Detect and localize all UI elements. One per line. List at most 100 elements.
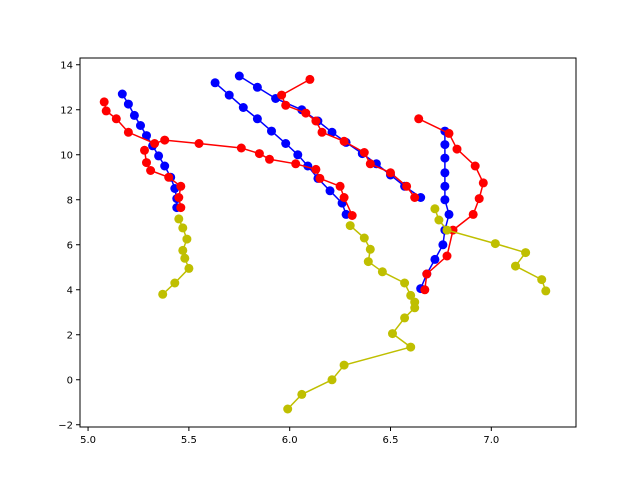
y-tick-label-3: 4 — [67, 285, 73, 296]
series-8-point-2 — [182, 234, 192, 244]
series-10-point-3 — [490, 239, 500, 249]
series-9-point-3 — [363, 257, 373, 267]
series-8-point-0 — [174, 214, 184, 224]
series-10-point-0 — [430, 204, 440, 214]
series-2-point-0 — [234, 71, 244, 81]
series-6-point-4 — [176, 181, 186, 191]
series-4-point-0 — [305, 74, 315, 84]
series-5-point-1 — [101, 106, 111, 116]
x-tick-label-1: 5.5 — [181, 435, 197, 446]
series-9-point-0 — [345, 221, 355, 231]
series-8-point-7 — [158, 289, 168, 299]
series-7-point-9 — [422, 269, 432, 279]
series-3-point-5 — [440, 195, 450, 205]
series-3-point-3 — [440, 168, 450, 178]
series-7-point-5 — [474, 194, 484, 204]
series-7-point-2 — [452, 144, 462, 154]
series-5-point-4 — [150, 139, 160, 148]
y-tick-label-0: −2 — [58, 420, 73, 431]
series-8-point-1 — [178, 223, 188, 233]
series-9-point-2 — [365, 244, 375, 254]
series-7-point-8 — [442, 251, 452, 261]
series-1-point-5 — [281, 139, 291, 148]
series-4-point-8 — [365, 159, 375, 169]
series-0-point-3 — [136, 121, 145, 130]
series-0-point-4 — [142, 131, 151, 141]
series-7-point-10 — [420, 285, 430, 295]
series-5-point-5 — [160, 135, 170, 145]
series-5-point-11 — [311, 164, 321, 174]
series-5-point-6 — [194, 139, 204, 148]
y-tick-label-1: 0 — [67, 375, 73, 386]
series-3-point-1 — [440, 140, 450, 150]
series-0-point-1 — [123, 99, 133, 109]
series-4-point-3 — [301, 108, 311, 118]
series-9-point-13 — [327, 375, 337, 385]
series-6-point-2 — [146, 166, 156, 175]
series-4-point-5 — [317, 127, 327, 137]
series-8-point-5 — [184, 263, 194, 273]
series-4-point-10 — [402, 181, 412, 191]
series-7-point-0 — [414, 114, 424, 124]
series-4-point-2 — [281, 100, 291, 110]
series-4-point-9 — [386, 168, 395, 178]
series-5-point-10 — [291, 159, 301, 169]
series-8-point-4 — [180, 253, 190, 263]
series-5-point-9 — [265, 154, 274, 164]
series-9-point-6 — [406, 290, 416, 300]
y-tick-label-7: 12 — [60, 105, 73, 116]
y-tick-label-5: 8 — [67, 195, 73, 206]
series-3-point-2 — [440, 153, 450, 163]
series-1-point-1 — [224, 90, 234, 100]
y-tick-label-6: 10 — [60, 150, 73, 161]
series-5-point-7 — [236, 143, 246, 153]
series-2-point-5 — [327, 127, 337, 137]
series-5-line — [103, 101, 353, 216]
series-5-point-15 — [347, 211, 357, 220]
series-9-point-14 — [297, 389, 307, 399]
series-1-point-6 — [293, 150, 303, 160]
series-3-point-6 — [444, 209, 454, 219]
y-tick-label-2: 2 — [67, 330, 73, 341]
series-6-point-6 — [176, 203, 186, 213]
series-6-point-1 — [142, 158, 151, 168]
series-10-point-7 — [541, 286, 551, 296]
series-5-point-3 — [123, 127, 133, 137]
series-10-point-6 — [537, 275, 547, 285]
series-5-point-8 — [254, 149, 264, 159]
y-tick-label-4: 6 — [67, 240, 73, 251]
series-1-point-0 — [210, 78, 220, 88]
x-tick-label-3: 6.5 — [383, 435, 399, 446]
series-3-point-4 — [440, 181, 450, 191]
series-4-point-4 — [311, 116, 321, 126]
y-tick-label-8: 14 — [60, 60, 73, 71]
series-5-point-0 — [99, 97, 109, 107]
series-1-point-2 — [238, 103, 248, 112]
series-5-point-13 — [335, 181, 345, 191]
series-10-point-1 — [434, 215, 444, 225]
series-1-point-9 — [325, 186, 335, 196]
series-10-point-2 — [442, 225, 452, 235]
axes-layer: 5.0 5.5 6.0 6.5 7.0 −2 0 2 4 6 8 10 12 14 — [58, 60, 499, 446]
series-9-point-9 — [400, 313, 410, 323]
series-0-point-7 — [160, 161, 170, 171]
series-7-point-4 — [478, 178, 488, 188]
series-5-point-2 — [111, 114, 121, 124]
series-9-point-11 — [406, 342, 416, 352]
series-10-point-4 — [521, 248, 531, 258]
x-tick-label-0: 5.0 — [80, 435, 96, 446]
plot-frame — [79, 57, 577, 428]
series-9-point-8 — [410, 303, 420, 313]
series-9-point-4 — [377, 267, 387, 277]
series-10-point-5 — [511, 261, 520, 271]
series-4-point-1 — [277, 90, 287, 100]
series-3-point-9 — [430, 254, 440, 264]
series-0-point-0 — [117, 89, 127, 99]
series-2-point-1 — [252, 82, 262, 92]
series-7-point-1 — [444, 128, 454, 138]
series-0-point-6 — [154, 151, 164, 161]
x-tick-label-2: 6.0 — [282, 435, 298, 446]
series-4-point-11 — [410, 193, 420, 202]
series-4-point-6 — [339, 136, 349, 146]
